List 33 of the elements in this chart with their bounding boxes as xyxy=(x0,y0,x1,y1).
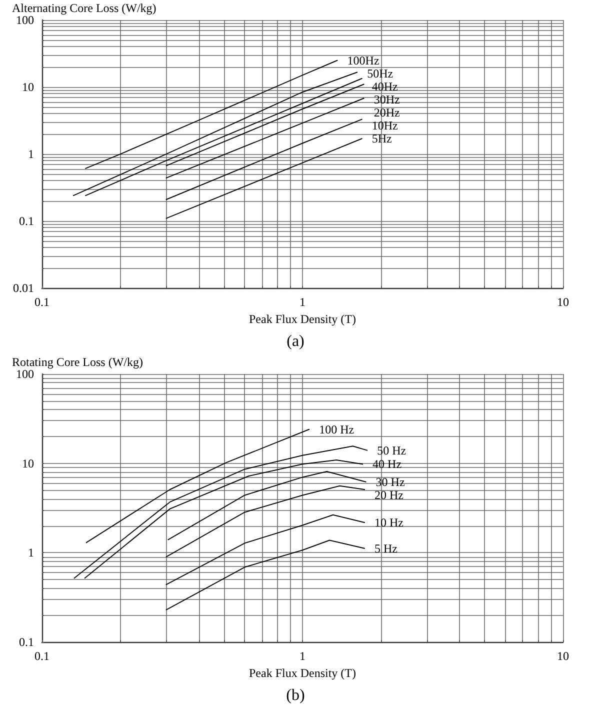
text: (a) xyxy=(286,332,306,352)
y-tick-label: 100 xyxy=(16,13,34,27)
series-label: 10 Hz xyxy=(374,515,404,530)
x-axis-title: Peak Flux Density (T) xyxy=(249,666,356,680)
y-tick-label: 0.1 xyxy=(19,214,34,228)
y-tick-label: 0.1 xyxy=(19,635,34,650)
series-label: 40 Hz xyxy=(372,457,402,472)
series-label: 30Hz xyxy=(374,92,400,106)
x-tick-label: 1 xyxy=(300,295,306,310)
y-tick-label: 1 xyxy=(28,546,34,560)
y-axis-title: Alternating Core Loss (W/kg) xyxy=(12,1,156,15)
x-tick-label: 10 xyxy=(557,649,569,664)
series-label: 40Hz xyxy=(372,79,398,94)
series-label: 50 Hz xyxy=(377,443,406,458)
x-tick-label: 10 xyxy=(557,295,569,310)
series-label: 100 Hz xyxy=(319,422,354,436)
series-label: 20 Hz xyxy=(374,488,404,502)
y-tick-label: 1 xyxy=(28,147,34,162)
y-tick-label: 10 xyxy=(22,80,34,94)
text: (b) xyxy=(285,686,306,706)
x-axis-title: Peak Flux Density (T) xyxy=(249,312,356,326)
y-tick-label: 10 xyxy=(22,456,34,470)
series-label: 50Hz xyxy=(367,66,394,80)
series-label: 5 Hz xyxy=(374,541,398,556)
y-tick-label: 0.01 xyxy=(13,281,34,296)
y-axis-title: Rotating Core Loss (W/kg) xyxy=(12,355,143,369)
series-label: 5Hz xyxy=(372,132,392,146)
x-tick-label: 1 xyxy=(300,649,306,664)
series-label: 20Hz xyxy=(374,105,400,120)
series-label: 100Hz xyxy=(347,53,380,68)
y-tick-label: 100 xyxy=(16,367,34,381)
series-label: 10Hz xyxy=(372,118,398,132)
series-label: 30 Hz xyxy=(376,474,405,489)
